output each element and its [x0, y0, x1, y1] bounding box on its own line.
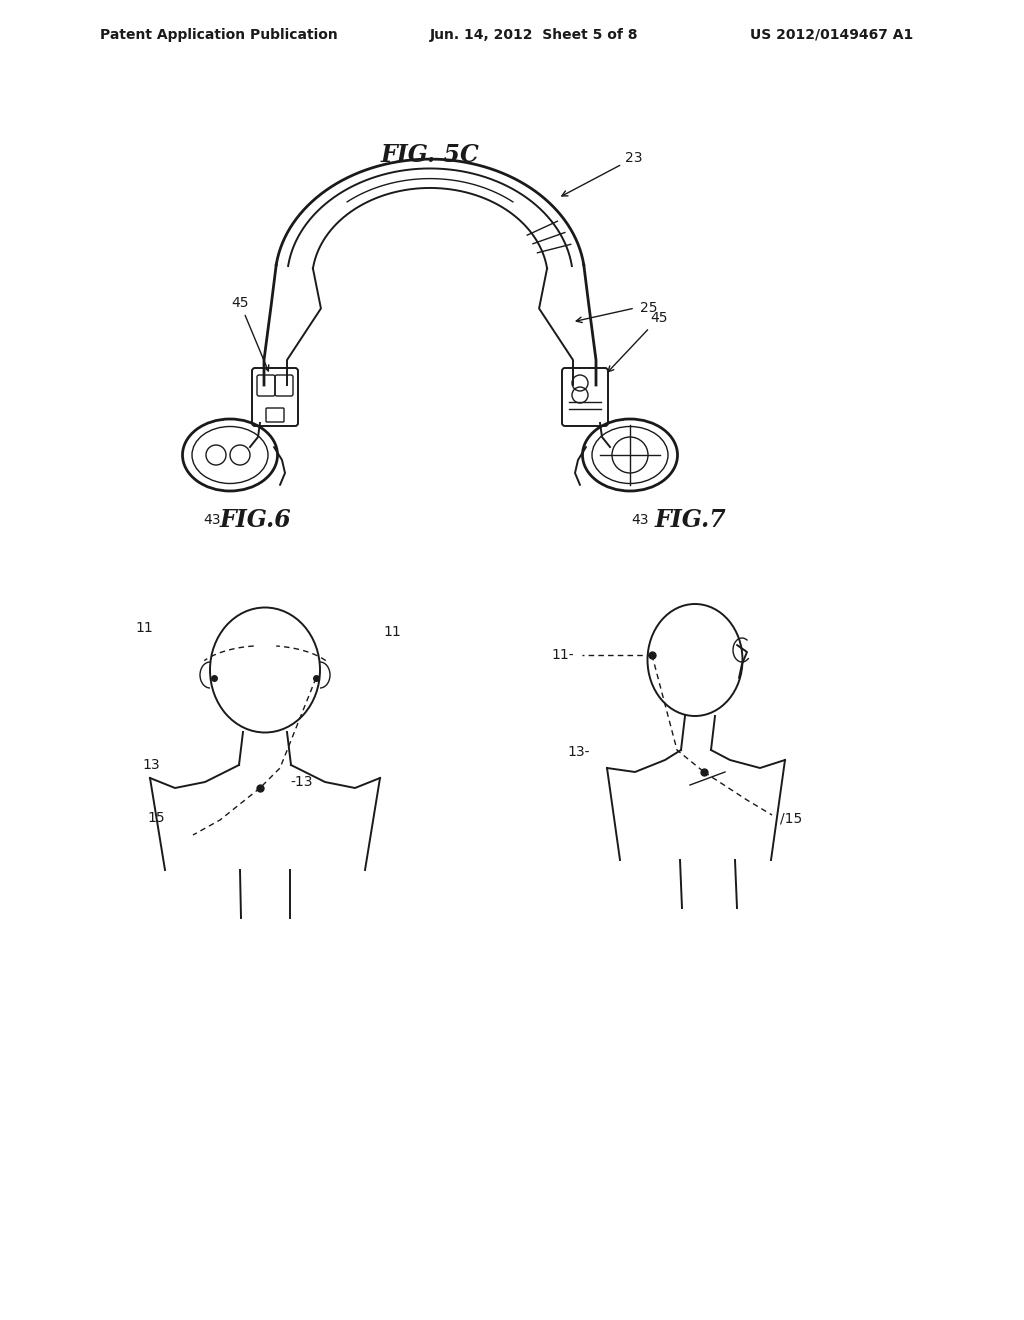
Text: FIG.6: FIG.6 — [219, 508, 291, 532]
Text: 13-: 13- — [567, 744, 590, 759]
Text: 45: 45 — [608, 312, 668, 372]
Text: /15: /15 — [780, 810, 802, 825]
Text: 25: 25 — [640, 301, 657, 315]
Text: US 2012/0149467 A1: US 2012/0149467 A1 — [750, 28, 913, 42]
Text: 23: 23 — [562, 150, 642, 195]
Text: 43: 43 — [631, 513, 649, 527]
Text: FIG.7: FIG.7 — [654, 508, 726, 532]
Text: 15: 15 — [147, 810, 165, 825]
Text: -13: -13 — [290, 775, 312, 789]
Text: FIG. 5C: FIG. 5C — [381, 143, 479, 168]
Text: 11-: 11- — [551, 648, 574, 663]
Text: 11: 11 — [135, 620, 153, 635]
Text: 11: 11 — [383, 624, 400, 639]
Text: 45: 45 — [231, 296, 268, 371]
Text: Patent Application Publication: Patent Application Publication — [100, 28, 338, 42]
Text: Jun. 14, 2012  Sheet 5 of 8: Jun. 14, 2012 Sheet 5 of 8 — [430, 28, 639, 42]
Text: 13: 13 — [142, 758, 160, 772]
Text: 43: 43 — [203, 513, 221, 527]
